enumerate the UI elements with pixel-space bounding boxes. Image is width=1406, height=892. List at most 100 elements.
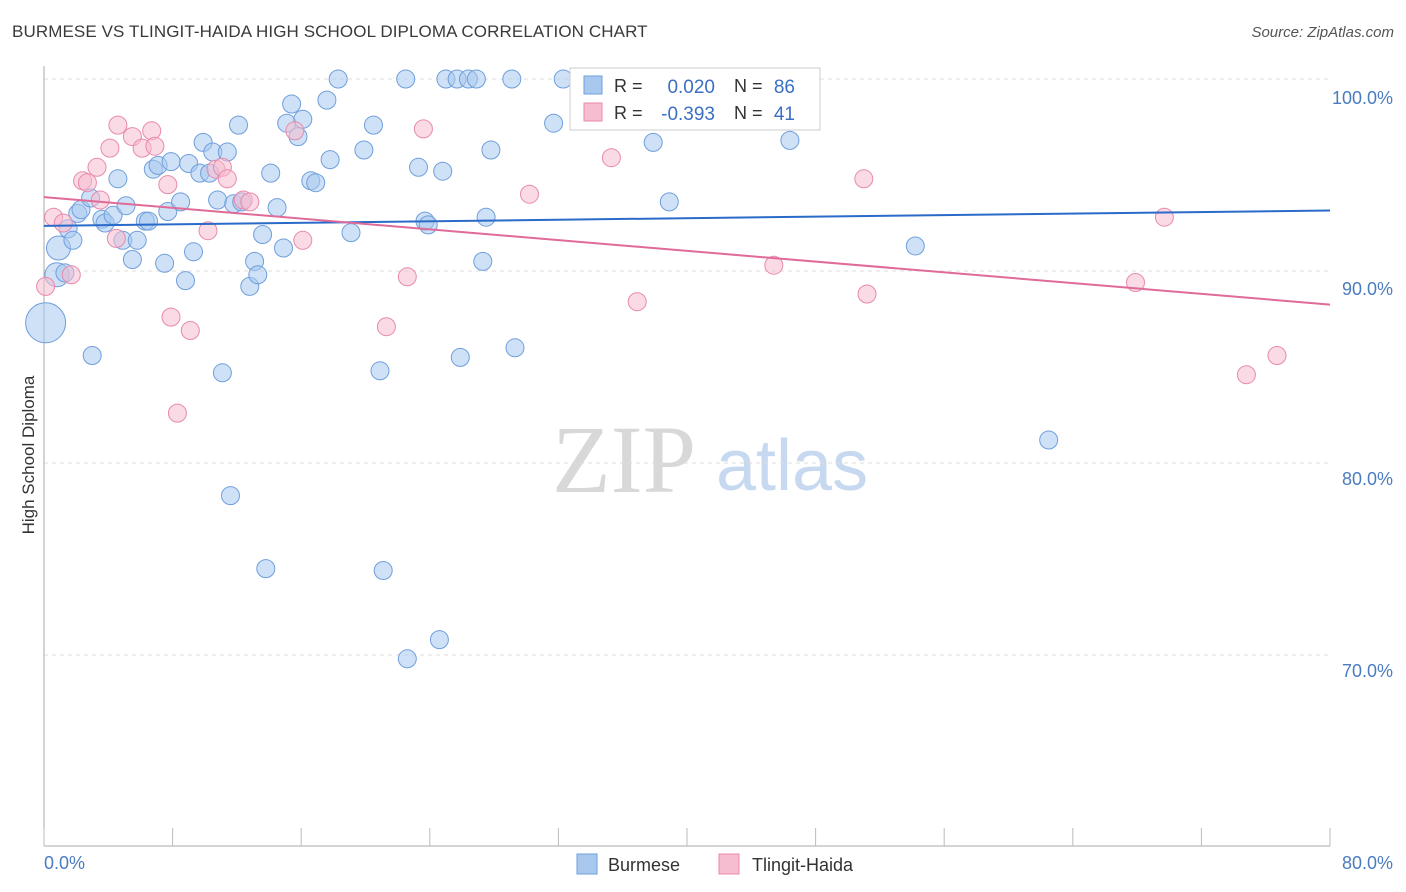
point-burmese-36 xyxy=(221,486,240,506)
x-tick-label-min: 0.0% xyxy=(44,853,85,873)
chart-source: Source: ZipAtlas.com xyxy=(1251,24,1394,41)
point-burmese-25 xyxy=(171,192,191,212)
point-tlingit-16 xyxy=(161,307,181,327)
point-burmese-59 xyxy=(364,115,383,135)
point-tlingit-10 xyxy=(108,115,128,135)
x-tick-label-max: 80.0% xyxy=(1342,853,1393,873)
legend-r-label-burmese: R = xyxy=(614,76,643,96)
legend-box: R = 0.020 N = 86 R = -0.393 N = 41 xyxy=(569,67,821,131)
y-tick-label-70: 70.0% xyxy=(1342,661,1393,681)
y-tick-label-100: 100.0% xyxy=(1332,88,1393,108)
legend-n-label-tlingit: N = xyxy=(734,103,763,123)
point-burmese-44 xyxy=(256,559,276,579)
point-burmese-67 xyxy=(429,630,449,650)
point-burmese-22 xyxy=(155,253,175,273)
point-burmese-68 xyxy=(433,161,453,181)
point-tlingit-3 xyxy=(61,265,81,285)
point-burmese-60 xyxy=(370,361,390,381)
point-burmese-16 xyxy=(122,250,142,269)
legend-swatch-tlingit xyxy=(583,102,603,122)
point-burmese-83 xyxy=(780,130,800,150)
point-burmese-61 xyxy=(373,561,393,580)
point-tlingit-22 xyxy=(217,169,237,189)
point-burmese-57 xyxy=(341,223,361,243)
point-tlingit-25 xyxy=(285,121,305,141)
point-tlingit-33 xyxy=(764,255,784,275)
trend-line-tlingit xyxy=(43,196,1331,306)
point-tlingit-39 xyxy=(1267,346,1287,365)
bottom-legend-label-burmese: Burmese xyxy=(608,855,680,875)
legend-n-value-tlingit: 41 xyxy=(774,104,795,125)
point-burmese-0 xyxy=(25,302,67,344)
grid-layer xyxy=(44,78,1330,656)
point-burmese-43 xyxy=(253,225,273,244)
point-burmese-82 xyxy=(659,192,679,212)
point-burmese-5 xyxy=(63,230,83,250)
point-burmese-73 xyxy=(466,69,486,89)
points-layer xyxy=(25,69,1287,669)
bottom-legend: Burmese Tlingit-Haida xyxy=(576,853,854,875)
point-tlingit-32 xyxy=(627,292,647,312)
point-tlingit-28 xyxy=(397,267,417,287)
point-burmese-78 xyxy=(505,338,525,358)
point-tlingit-9 xyxy=(106,228,126,248)
trend-line-burmese xyxy=(43,209,1331,227)
point-burmese-26 xyxy=(176,271,195,291)
point-burmese-77 xyxy=(502,69,522,89)
bottom-legend-swatch-tlingit xyxy=(718,853,740,875)
point-burmese-54 xyxy=(317,90,337,110)
point-burmese-84 xyxy=(905,236,925,256)
point-tlingit-27 xyxy=(376,317,396,337)
point-burmese-45 xyxy=(261,163,281,183)
watermark-atlas: atlas xyxy=(716,426,868,506)
point-tlingit-29 xyxy=(413,119,433,139)
point-burmese-79 xyxy=(544,113,564,133)
point-burmese-56 xyxy=(328,69,348,89)
y-tick-label-90: 90.0% xyxy=(1342,279,1393,299)
point-tlingit-17 xyxy=(167,403,187,423)
point-burmese-47 xyxy=(274,238,293,258)
point-burmese-38 xyxy=(229,115,248,135)
watermark: ZIP atlas xyxy=(552,406,868,513)
point-tlingit-24 xyxy=(240,192,260,212)
point-tlingit-35 xyxy=(857,284,877,304)
y-axis-title: High School Diploma xyxy=(19,375,38,534)
point-tlingit-8 xyxy=(100,138,120,158)
point-burmese-64 xyxy=(409,157,428,177)
point-burmese-81 xyxy=(643,132,663,152)
point-burmese-15 xyxy=(116,196,136,216)
legend-n-value-burmese: 86 xyxy=(774,77,795,98)
point-burmese-74 xyxy=(473,251,493,271)
point-burmese-24 xyxy=(161,152,181,172)
point-tlingit-0 xyxy=(36,276,56,296)
point-burmese-76 xyxy=(481,140,501,160)
point-tlingit-7 xyxy=(90,190,110,210)
point-tlingit-19 xyxy=(198,221,218,241)
point-tlingit-15 xyxy=(158,175,178,195)
point-burmese-58 xyxy=(354,140,374,160)
point-burmese-46 xyxy=(267,198,287,218)
point-burmese-28 xyxy=(184,242,203,262)
point-burmese-85 xyxy=(1039,430,1059,450)
point-burmese-34 xyxy=(212,363,232,383)
chart-title: BURMESE VS TLINGIT-HAIDA HIGH SCHOOL DIP… xyxy=(12,22,648,41)
x-tick-layer xyxy=(43,828,1331,846)
point-burmese-33 xyxy=(208,190,228,210)
legend-r-value-burmese: 0.020 xyxy=(667,77,715,98)
point-tlingit-13 xyxy=(142,121,162,141)
point-tlingit-37 xyxy=(1154,207,1174,227)
legend-frame xyxy=(569,67,821,131)
point-tlingit-2 xyxy=(53,213,73,233)
point-burmese-75 xyxy=(476,207,496,227)
y-tick-label-80: 80.0% xyxy=(1342,469,1393,489)
point-tlingit-38 xyxy=(1236,365,1256,385)
point-tlingit-30 xyxy=(520,184,539,204)
legend-r-label-tlingit: R = xyxy=(614,103,643,123)
point-burmese-17 xyxy=(127,230,147,250)
legend-swatch-burmese xyxy=(583,75,603,95)
point-burmese-62 xyxy=(396,69,416,89)
point-tlingit-26 xyxy=(293,230,313,250)
point-tlingit-14 xyxy=(145,136,165,156)
point-tlingit-5 xyxy=(77,173,97,193)
point-tlingit-6 xyxy=(87,157,107,177)
